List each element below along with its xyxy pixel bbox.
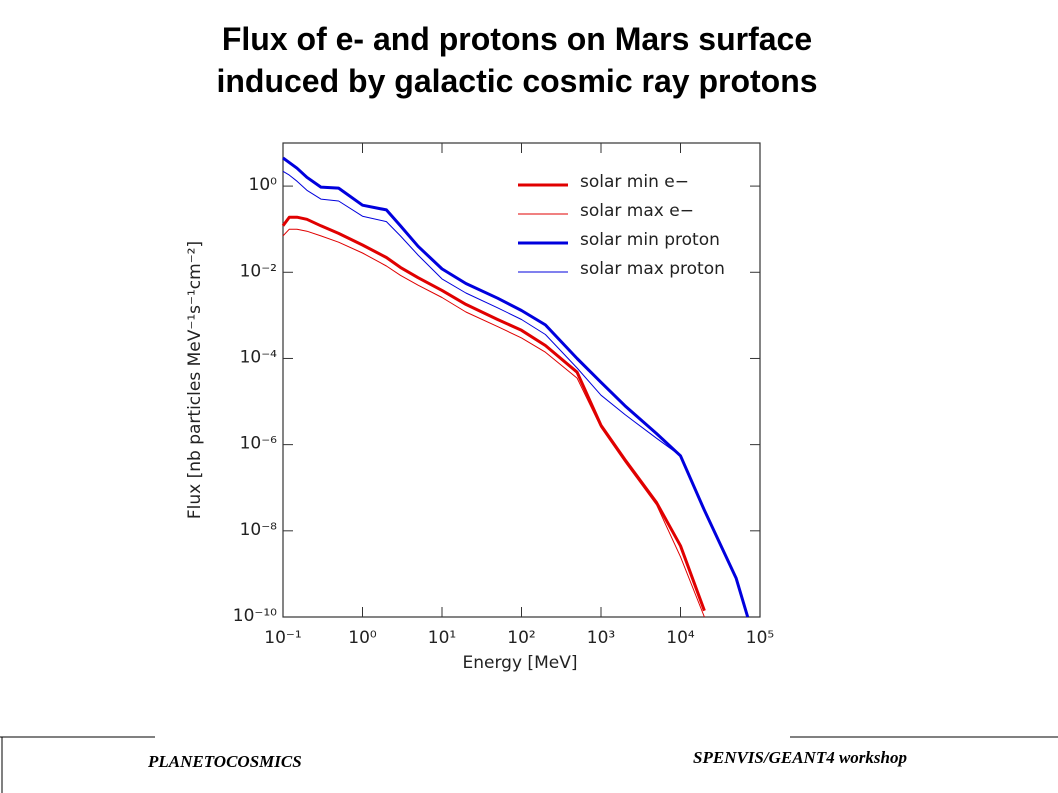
x-tick-label: 10⁻¹	[264, 628, 301, 648]
series-line	[281, 215, 706, 612]
title-line: induced by galactic cosmic ray protons	[216, 63, 817, 99]
x-tick-label: 10²	[507, 628, 535, 648]
series-line	[282, 228, 705, 618]
legend-label: solar max proton	[580, 259, 725, 279]
x-tick-label: 10¹	[428, 628, 456, 648]
title-line: Flux of e- and protons on Mars surface	[222, 21, 812, 57]
x-tick-label: 10⁰	[348, 628, 377, 648]
series-line	[282, 170, 749, 618]
x-tick-label: 10⁴	[666, 628, 695, 648]
y-axis-label: Flux [nb particles MeV⁻¹s⁻¹cm⁻²]	[185, 241, 205, 519]
y-tick-label: 10⁻¹⁰	[233, 606, 277, 626]
legend-label: solar min proton	[580, 230, 720, 250]
x-tick-label: 10⁵	[746, 628, 774, 648]
series-line	[282, 156, 750, 618]
y-tick-label: 10⁻²	[240, 261, 277, 281]
footer-left: PLANETOCOSMICS	[147, 752, 302, 771]
legend-label: solar max e−	[580, 201, 694, 221]
y-tick-label: 10⁻⁸	[240, 520, 278, 540]
y-tick-label: 10⁻⁴	[240, 347, 278, 367]
x-tick-label: 10³	[587, 628, 615, 648]
y-tick-label: 10⁰	[249, 175, 278, 195]
footer-right: SPENVIS/GEANT4 workshop	[693, 748, 907, 767]
x-axis-label: Energy [MeV]	[463, 653, 578, 673]
y-tick-label: 10⁻⁶	[240, 434, 278, 454]
legend-label: solar min e−	[580, 172, 689, 192]
